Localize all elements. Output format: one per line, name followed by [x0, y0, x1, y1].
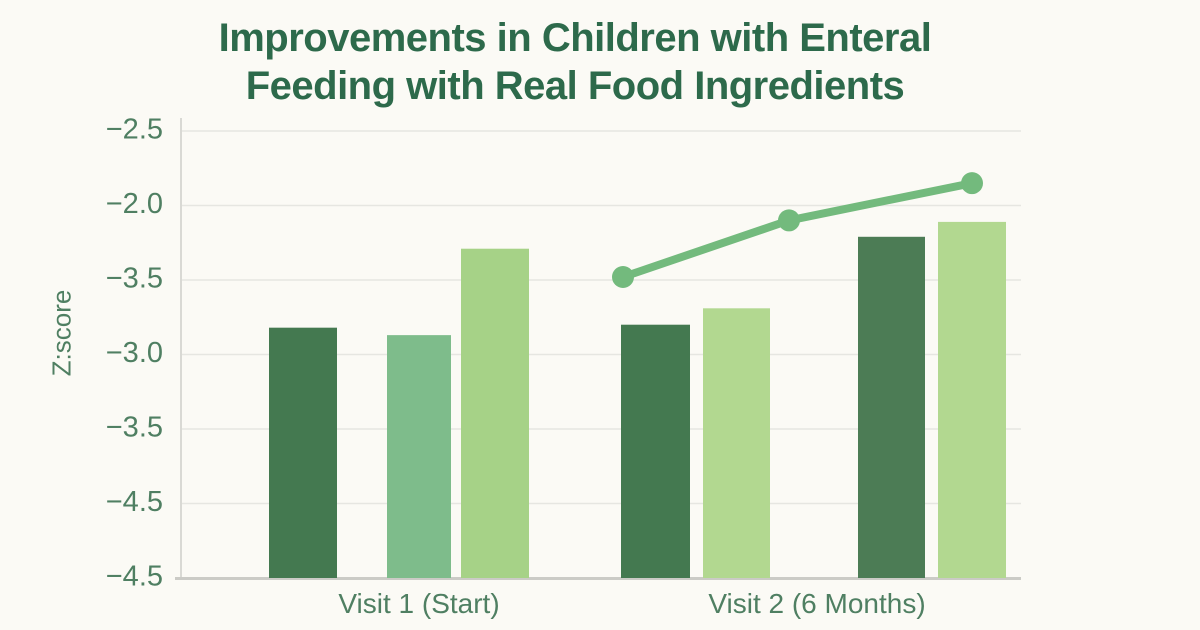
y-tick-label: −4.5: [106, 561, 163, 593]
bar-1: [269, 327, 337, 578]
y-tick-label: −2.5: [106, 114, 163, 146]
y-tick-label: −4.5: [106, 486, 163, 518]
x-tick-label: Visit 1 (Start): [338, 588, 500, 619]
y-tick-label: −3.0: [106, 337, 163, 369]
bar-2: [387, 335, 451, 578]
bar-6: [858, 236, 925, 579]
bar-5: [703, 308, 770, 578]
x-tick-label: Visit 2 (6 Months): [708, 588, 926, 619]
chart-title: Improvements in Children with Enteral Fe…: [0, 14, 1150, 110]
bar-3: [461, 248, 529, 578]
y-tick-label: −2.0: [106, 188, 163, 220]
y-tick-label: −3.5: [106, 263, 163, 295]
y-tick-label: −3.5: [106, 412, 163, 444]
bar-4: [621, 324, 690, 578]
chart-title-line-2: Feeding with Real Food Ingredients: [245, 64, 905, 108]
bar-7: [938, 221, 1006, 578]
trend-line-marker: [778, 209, 800, 232]
trend-line-marker: [961, 172, 983, 195]
chart-title-line-1: Improvements in Children with Enteral: [218, 16, 932, 60]
trend-line-marker: [612, 266, 634, 289]
